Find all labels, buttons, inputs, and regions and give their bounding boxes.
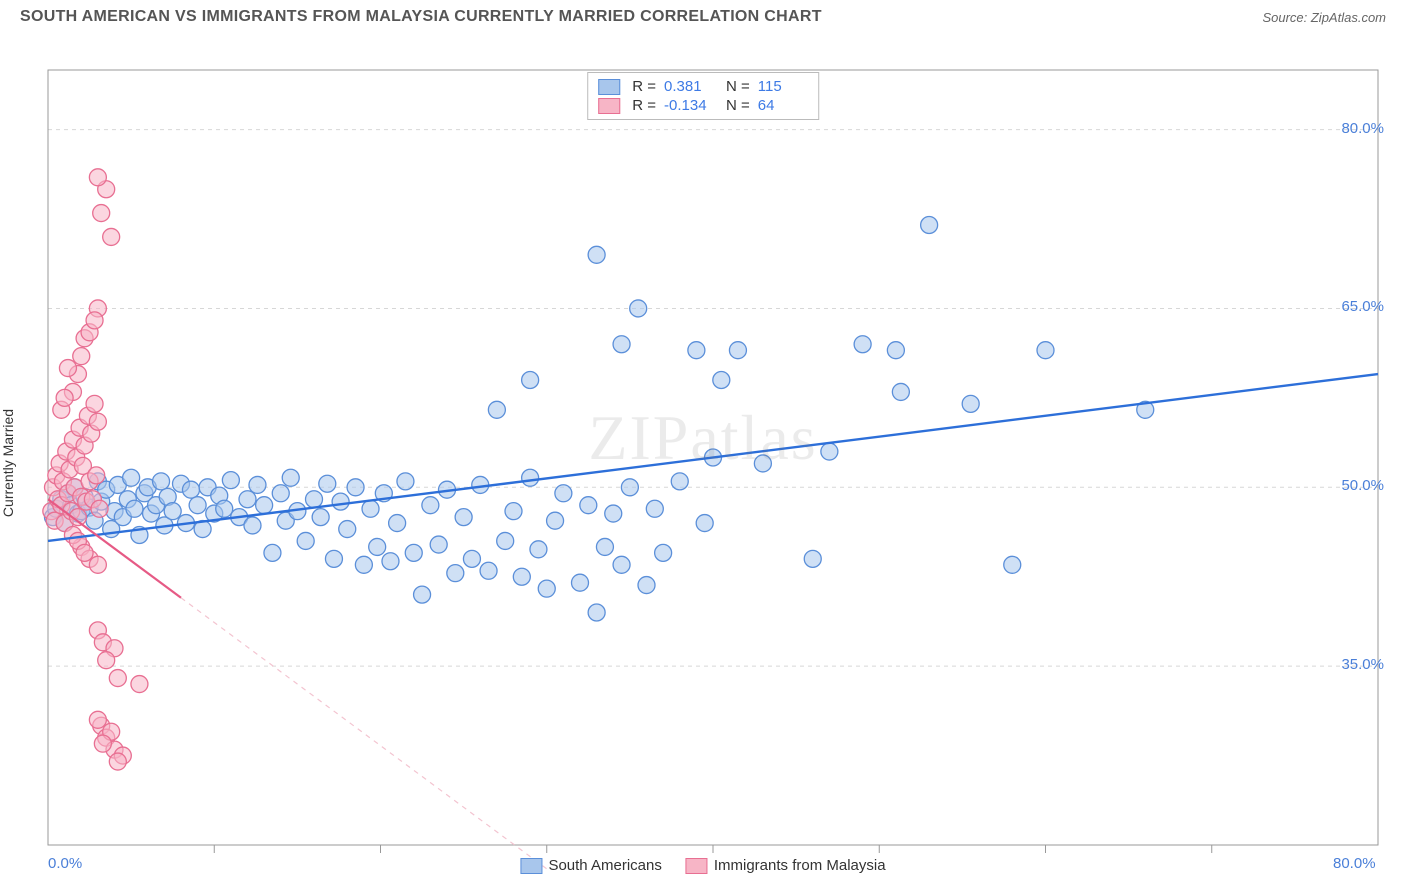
stats-row-1: R = 0.381 N = 115 — [598, 77, 808, 96]
ytick-label: 65.0% — [1341, 298, 1384, 315]
swatch-series-2 — [598, 98, 620, 114]
stats-row-2: R = -0.134 N = 64 — [598, 96, 808, 115]
r-label: R = — [632, 78, 656, 95]
y-axis-label: Currently Married — [0, 409, 16, 517]
n-label: N = — [726, 97, 750, 114]
legend-label-1: South Americans — [548, 857, 661, 874]
n-label: N = — [726, 78, 750, 95]
n-value-1: 115 — [758, 78, 808, 95]
bottom-legend: South Americans Immigrants from Malaysia — [520, 857, 885, 874]
legend-item-1: South Americans — [520, 857, 661, 874]
stats-legend: R = 0.381 N = 115 R = -0.134 N = 64 — [587, 72, 819, 120]
xtick-label: 0.0% — [48, 855, 82, 872]
n-value-2: 64 — [758, 97, 808, 114]
chart-title: SOUTH AMERICAN VS IMMIGRANTS FROM MALAYS… — [20, 8, 822, 26]
ytick-label: 35.0% — [1341, 656, 1384, 673]
r-value-2: -0.134 — [664, 97, 714, 114]
title-bar: SOUTH AMERICAN VS IMMIGRANTS FROM MALAYS… — [0, 0, 1406, 30]
swatch-series-1 — [598, 79, 620, 95]
xtick-label: 80.0% — [1333, 855, 1376, 872]
source-label: Source: ZipAtlas.com — [1262, 10, 1386, 25]
r-label: R = — [632, 97, 656, 114]
scatter-plot — [0, 30, 1406, 880]
legend-label-2: Immigrants from Malaysia — [714, 857, 886, 874]
ytick-label: 80.0% — [1341, 120, 1384, 137]
swatch-series-1 — [520, 858, 542, 874]
r-value-1: 0.381 — [664, 78, 714, 95]
legend-item-2: Immigrants from Malaysia — [686, 857, 886, 874]
chart-container: Currently Married ZIPatlas R = 0.381 N =… — [0, 30, 1406, 880]
ytick-label: 50.0% — [1341, 477, 1384, 494]
swatch-series-2 — [686, 858, 708, 874]
